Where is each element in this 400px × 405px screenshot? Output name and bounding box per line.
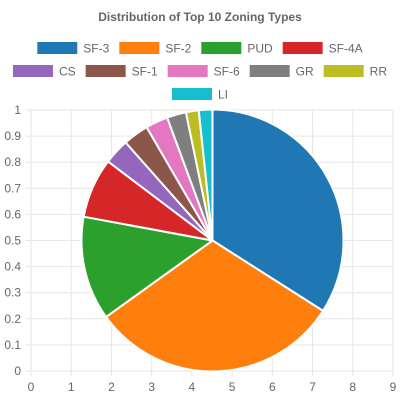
legend-item-li[interactable]: LI [171,88,228,102]
y-tick-label: 0.7 [4,181,21,195]
legend-item-sf-4a[interactable]: SF-4A [282,42,363,56]
pie-slice-pud[interactable] [80,215,214,318]
y-tick-label: 1 [14,103,21,117]
legend-item-sf-3[interactable]: SF-3 [37,42,110,56]
legend-label: RR [370,65,388,79]
pie-slice-li[interactable] [197,108,214,242]
y-tick-label: 0.4 [4,260,21,274]
y-tick-label: 0.3 [4,286,21,300]
x-tick-label: 8 [349,380,356,394]
x-tick-label: 3 [148,380,155,394]
y-tick-label: 0.5 [4,234,21,248]
legend-label: SF-1 [132,65,158,79]
legend-swatch [249,65,290,77]
y-tick-label: 0.6 [4,207,21,221]
legend-label: SF-6 [214,65,240,79]
x-tick-label: 6 [269,380,276,394]
y-tick-label: 0.2 [4,312,21,326]
legend-label: LI [218,88,228,102]
legend-swatch [119,42,160,54]
legend-label: SF-2 [165,42,191,56]
legend-item-sf-1[interactable]: SF-1 [85,65,158,79]
x-tick-label: 4 [189,380,196,394]
x-tick-label: 7 [309,380,316,394]
legend-swatch [282,42,323,54]
pie-slices [80,108,345,373]
legend-swatch [37,42,78,54]
legend-item-sf-6[interactable]: SF-6 [167,65,240,79]
legend-item-pud[interactable]: PUD [201,42,273,56]
legend-label: GR [296,65,314,79]
y-tick-label: 0 [14,364,21,378]
legend-swatch [171,88,212,100]
legend-label: SF-3 [83,42,109,56]
legend: SF-3 SF-2 PUD SF-4A CS SF-1 SF-6 GR RR LI [12,42,388,102]
legend-swatch [201,42,242,54]
legend-item-rr[interactable]: RR [323,65,388,79]
axes: 0 1 2 3 4 5 6 7 8 9 0 0.1 0.2 0.3 0.4 0.5 0.6 0.7 0.8 0.9 1 [4,103,396,394]
legend-swatch [323,65,364,77]
legend-item-gr[interactable]: GR [249,65,314,79]
y-tick-label: 0.9 [4,129,21,143]
legend-label: CS [59,65,76,79]
legend-item-cs[interactable]: CS [12,65,76,79]
x-tick-label: 5 [229,380,236,394]
y-tick-label: 0.8 [4,155,21,169]
pie-slice-sf-2[interactable] [105,239,325,373]
legend-label: SF-4A [329,42,363,56]
x-tick-label: 1 [68,380,75,394]
x-tick-label: 0 [28,380,35,394]
x-tick-label: 9 [390,380,397,394]
legend-item-sf-2[interactable]: SF-2 [119,42,192,56]
legend-label: PUD [247,42,273,56]
y-tick-label: 0.1 [4,338,21,352]
x-tick-label: 2 [108,380,115,394]
chart-title: Distribution of Top 10 Zoning Types [98,10,302,24]
legend-swatch [12,65,53,77]
legend-swatch [167,65,208,77]
legend-swatch [85,65,126,77]
